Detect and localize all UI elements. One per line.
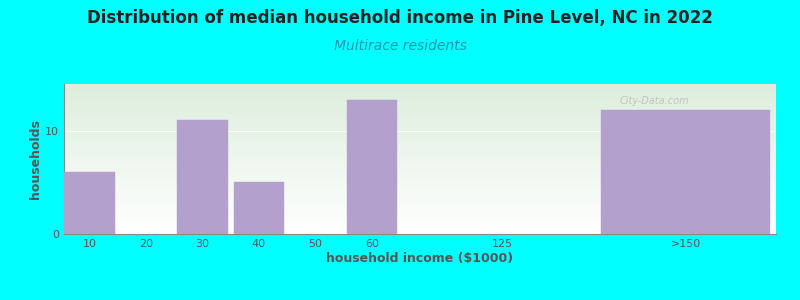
Text: Distribution of median household income in Pine Level, NC in 2022: Distribution of median household income … <box>87 9 713 27</box>
Bar <box>64 172 115 234</box>
Bar <box>234 182 284 234</box>
Y-axis label: households: households <box>30 119 42 199</box>
Bar <box>177 120 228 234</box>
Text: City-Data.com: City-Data.com <box>619 96 689 106</box>
Bar <box>601 110 770 234</box>
Bar <box>346 100 398 234</box>
X-axis label: household income ($1000): household income ($1000) <box>326 252 514 265</box>
Text: Multirace residents: Multirace residents <box>334 39 466 53</box>
